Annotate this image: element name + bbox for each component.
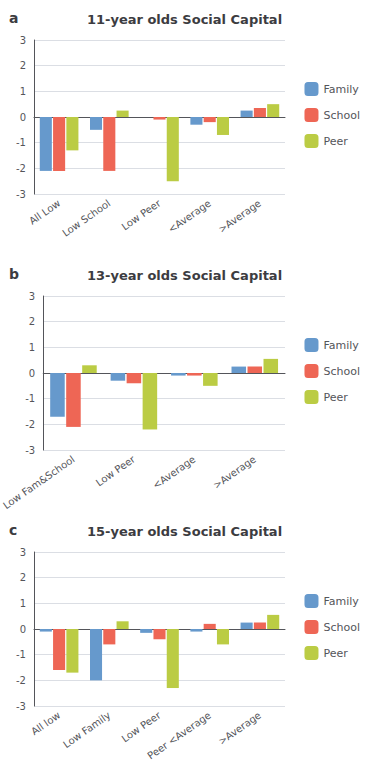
svg-text:Family: Family [323,339,359,352]
svg-text:2: 2 [29,316,35,327]
svg-text:-1: -1 [25,393,35,404]
svg-text:Low Peer: Low Peer [120,709,164,744]
svg-text:Low Peer: Low Peer [120,197,164,232]
svg-text:Low School: Low School [60,197,112,238]
svg-text:<Average: <Average [166,197,213,234]
svg-text:b: b [9,266,19,282]
svg-text:1: 1 [29,342,35,353]
svg-text:11-year olds Social Capital: 11-year olds Social Capital [87,12,282,27]
svg-text:Peer: Peer [323,391,348,404]
svg-text:Peer <Average: Peer <Average [145,709,213,761]
svg-text:Low Peer: Low Peer [94,453,138,488]
svg-text:All low: All low [29,709,62,737]
svg-text:>Average: >Average [216,197,263,234]
svg-text:-3: -3 [25,445,35,456]
svg-text:Peer: Peer [323,647,348,660]
svg-text:-2: -2 [16,163,26,174]
svg-text:Family: Family [323,83,359,96]
svg-text:3: 3 [29,291,35,302]
svg-text:1: 1 [20,86,26,97]
svg-text:0: 0 [20,112,26,123]
svg-text:-1: -1 [16,649,26,660]
svg-text:1: 1 [20,598,26,609]
svg-text:Low Fam&School: Low Fam&School [1,453,77,511]
svg-text:School: School [323,365,360,378]
svg-text:0: 0 [20,624,26,635]
svg-text:All Low: All Low [27,197,62,226]
svg-text:c: c [9,522,17,538]
svg-text:0: 0 [29,368,35,379]
svg-text:School: School [323,109,360,122]
svg-text:>Average: >Average [216,709,263,746]
svg-text:2: 2 [20,60,26,71]
svg-text:15-year olds Social Capital: 15-year olds Social Capital [87,524,282,539]
svg-text:Low Family: Low Family [61,709,112,750]
svg-text:13-year olds Social Capital: 13-year olds Social Capital [87,268,282,283]
svg-text:3: 3 [20,35,26,46]
svg-text:-3: -3 [16,701,26,712]
svg-text:-2: -2 [25,419,35,430]
svg-text:Peer: Peer [323,135,348,148]
svg-text:>Average: >Average [211,453,258,490]
svg-text:3: 3 [20,547,26,558]
svg-text:School: School [323,621,360,634]
svg-text:2: 2 [20,572,26,583]
svg-text:-2: -2 [16,675,26,686]
svg-text:Family: Family [323,595,359,608]
svg-text:-1: -1 [16,137,26,148]
svg-text:-3: -3 [16,189,26,200]
svg-text:<Average: <Average [151,453,198,490]
svg-text:a: a [9,10,18,26]
